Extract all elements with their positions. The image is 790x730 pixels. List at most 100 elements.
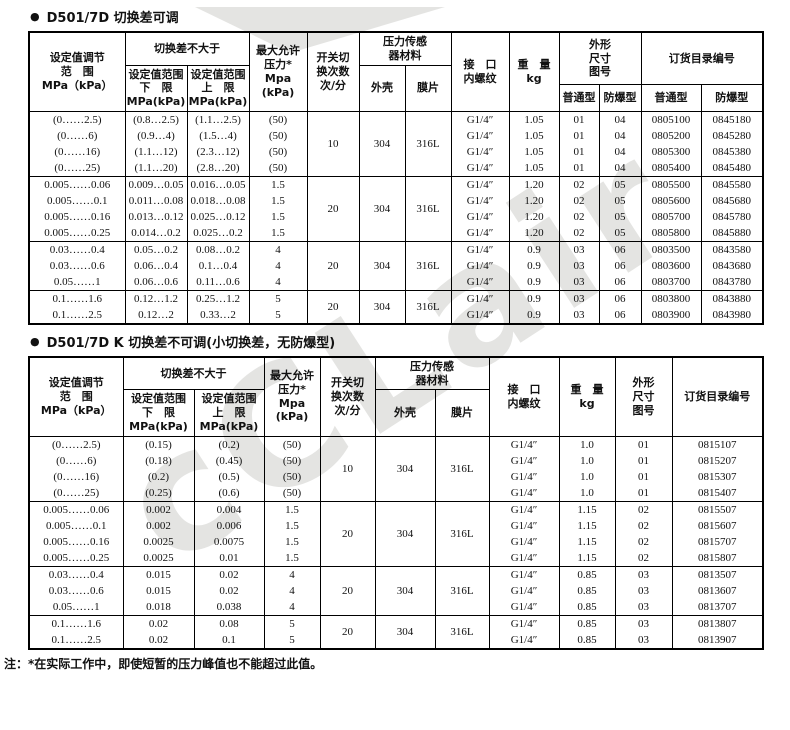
cell-lower-limit: 0.011…0.08 xyxy=(124,192,188,209)
cell-upper-limit: 0.018…0.08 xyxy=(186,192,250,209)
cell-upper-limit: (2.8…20) xyxy=(186,159,250,177)
cell-max-pressure: 1.5 xyxy=(263,517,321,534)
cell-set-range: 0.1……1.6 xyxy=(28,290,126,307)
cell-upper-limit: (0.6) xyxy=(193,484,265,502)
header-catalog-explosionproof: 防爆型 xyxy=(700,84,764,112)
table-row: 0.03……0.6 0.015 0.02 4 G1/4″ 0.85 03 0813607 xyxy=(28,582,764,599)
cell-catalog-explosionproof: 0843980 xyxy=(700,306,764,325)
cell-weight: 1.15 xyxy=(558,549,616,567)
cell-catalog-standard: 0803600 xyxy=(640,257,702,274)
header-diaphragm: 膜片 xyxy=(434,389,490,437)
header-sensor-material: 压力传感 器材料 xyxy=(358,31,452,66)
cell-catalog-standard: 0805700 xyxy=(640,208,702,225)
cell-upper-limit: 0.1 xyxy=(193,631,265,649)
cell-lower-limit: 0.013…0.12 xyxy=(124,208,188,225)
cell-port-thread: G1/4″ xyxy=(488,598,560,616)
cell-switch-frequency: 20 xyxy=(319,501,376,567)
spec-table-fixed: 设定值调节 范 围 MPa（kPa） 切换差不大于 最大允许 压力* Mpa (… xyxy=(28,355,764,650)
cell-port-thread: G1/4″ xyxy=(488,631,560,649)
cell-catalog-standard: 0803900 xyxy=(640,306,702,325)
cell-max-pressure: (50) xyxy=(248,127,308,144)
cell-weight: 0.85 xyxy=(558,582,616,599)
cell-max-pressure: 1.5 xyxy=(248,192,308,209)
header-catalog-number: 订货目录编号 xyxy=(671,356,764,437)
cell-upper-limit: (0.5) xyxy=(193,468,265,485)
cell-figure-explosionproof: 04 xyxy=(598,159,642,177)
cell-weight: 1.0 xyxy=(558,452,616,469)
cell-figure-number: 03 xyxy=(614,598,673,616)
cell-set-range: (0……25) xyxy=(28,484,124,502)
cell-port-thread: G1/4″ xyxy=(450,159,510,177)
cell-figure-number: 03 xyxy=(614,631,673,649)
cell-weight: 0.85 xyxy=(558,598,616,616)
cell-lower-limit: (0.25) xyxy=(122,484,195,502)
cell-catalog-explosionproof: 0845780 xyxy=(700,208,764,225)
cell-figure-explosionproof: 05 xyxy=(598,176,642,193)
cell-weight: 0.9 xyxy=(508,306,560,325)
cell-diaphragm-material: 316L xyxy=(404,241,452,291)
header-port-thread: 接 口 内螺纹 xyxy=(450,31,510,112)
header-set-range: 设定值调节 范 围 MPa（kPa） xyxy=(28,356,124,437)
cell-weight: 0.85 xyxy=(558,566,616,583)
cell-diaphragm-material: 316L xyxy=(434,501,490,567)
cell-lower-limit: 0.015 xyxy=(122,566,195,583)
cell-set-range: (0……16) xyxy=(28,468,124,485)
cell-port-thread: G1/4″ xyxy=(450,127,510,144)
cell-figure-standard: 01 xyxy=(558,143,600,160)
cell-port-thread: G1/4″ xyxy=(450,192,510,209)
cell-lower-limit: 0.002 xyxy=(122,501,195,518)
table-row: 0.005……0.25 0.014…0.2 0.025…0.2 1.5 G1/4″ 1.2… xyxy=(28,224,764,242)
cell-figure-number: 01 xyxy=(614,436,673,453)
cell-set-range: 0.03……0.6 xyxy=(28,582,124,599)
cell-upper-limit: 0.01 xyxy=(193,549,265,567)
cell-max-pressure: 1.5 xyxy=(248,176,308,193)
cell-catalog-standard: 0805800 xyxy=(640,224,702,242)
cell-weight: 0.9 xyxy=(508,257,560,274)
cell-catalog-number: 0815407 xyxy=(671,484,764,502)
cell-figure-explosionproof: 05 xyxy=(598,208,642,225)
cell-lower-limit: (0.9…4) xyxy=(124,127,188,144)
table-row: (0……6) (0.9…4) (1.5…4) (50) G1/4″ 1.05 01 04 080… xyxy=(28,127,764,144)
cell-catalog-number: 0815707 xyxy=(671,533,764,550)
cell-max-pressure: 4 xyxy=(263,582,321,599)
cell-figure-number: 02 xyxy=(614,501,673,518)
cell-max-pressure: 1.5 xyxy=(263,501,321,518)
cell-catalog-number: 0813907 xyxy=(671,631,764,649)
table-body-adjustable: (0……2.5) (0.8…2.5) (1.1…2.5) (50) 10 304 316L G… xyxy=(28,111,764,325)
cell-weight: 1.0 xyxy=(558,436,616,453)
footnote: 注：*在实际工作中，即使短暂的压力峰值也不能超过此值。 xyxy=(4,656,323,671)
cell-lower-limit: 0.0025 xyxy=(122,549,195,567)
cell-shell-material: 304 xyxy=(374,615,436,649)
header-figure-explosionproof: 防爆型 xyxy=(598,84,642,112)
header-switch-frequency: 开关切 换次数 次/分 xyxy=(306,31,360,112)
cell-switch-frequency: 20 xyxy=(306,241,360,291)
cell-diaphragm-material: 316L xyxy=(404,111,452,177)
cell-lower-limit: 0.05…0.2 xyxy=(124,241,188,258)
cell-figure-explosionproof: 06 xyxy=(598,306,642,325)
cell-set-range: (0……16) xyxy=(28,143,126,160)
cell-figure-explosionproof: 06 xyxy=(598,273,642,291)
cell-set-range: 0.005……0.06 xyxy=(28,501,124,518)
cell-max-pressure: (50) xyxy=(248,143,308,160)
cell-weight: 0.85 xyxy=(558,631,616,649)
spec-table-adjustable: 设定值调节 范 围 MPa（kPa） 切换差不大于 最大允许 压力* Mpa (… xyxy=(28,31,764,325)
cell-shell-material: 304 xyxy=(358,241,406,291)
cell-upper-limit: (1.1…2.5) xyxy=(186,111,250,128)
header-sensor-material: 压力传感 器材料 xyxy=(374,356,490,391)
cell-set-range: 0.005……0.16 xyxy=(28,208,126,225)
cell-catalog-explosionproof: 0843580 xyxy=(700,241,764,258)
cell-upper-limit: (1.5…4) xyxy=(186,127,250,144)
cell-upper-limit: 0.11…0.6 xyxy=(186,273,250,291)
cell-set-range: 0.005……0.06 xyxy=(28,176,126,193)
cell-figure-standard: 03 xyxy=(558,241,600,258)
cell-upper-limit: 0.016…0.05 xyxy=(186,176,250,193)
cell-port-thread: G1/4″ xyxy=(488,452,560,469)
cell-figure-number: 02 xyxy=(614,533,673,550)
cell-weight: 0.9 xyxy=(508,241,560,258)
cell-figure-explosionproof: 05 xyxy=(598,224,642,242)
cell-figure-number: 01 xyxy=(614,452,673,469)
header-catalog-number: 订货目录编号 xyxy=(640,31,764,86)
cell-figure-standard: 03 xyxy=(558,290,600,307)
cell-catalog-number: 0815507 xyxy=(671,501,764,518)
cell-figure-standard: 02 xyxy=(558,224,600,242)
